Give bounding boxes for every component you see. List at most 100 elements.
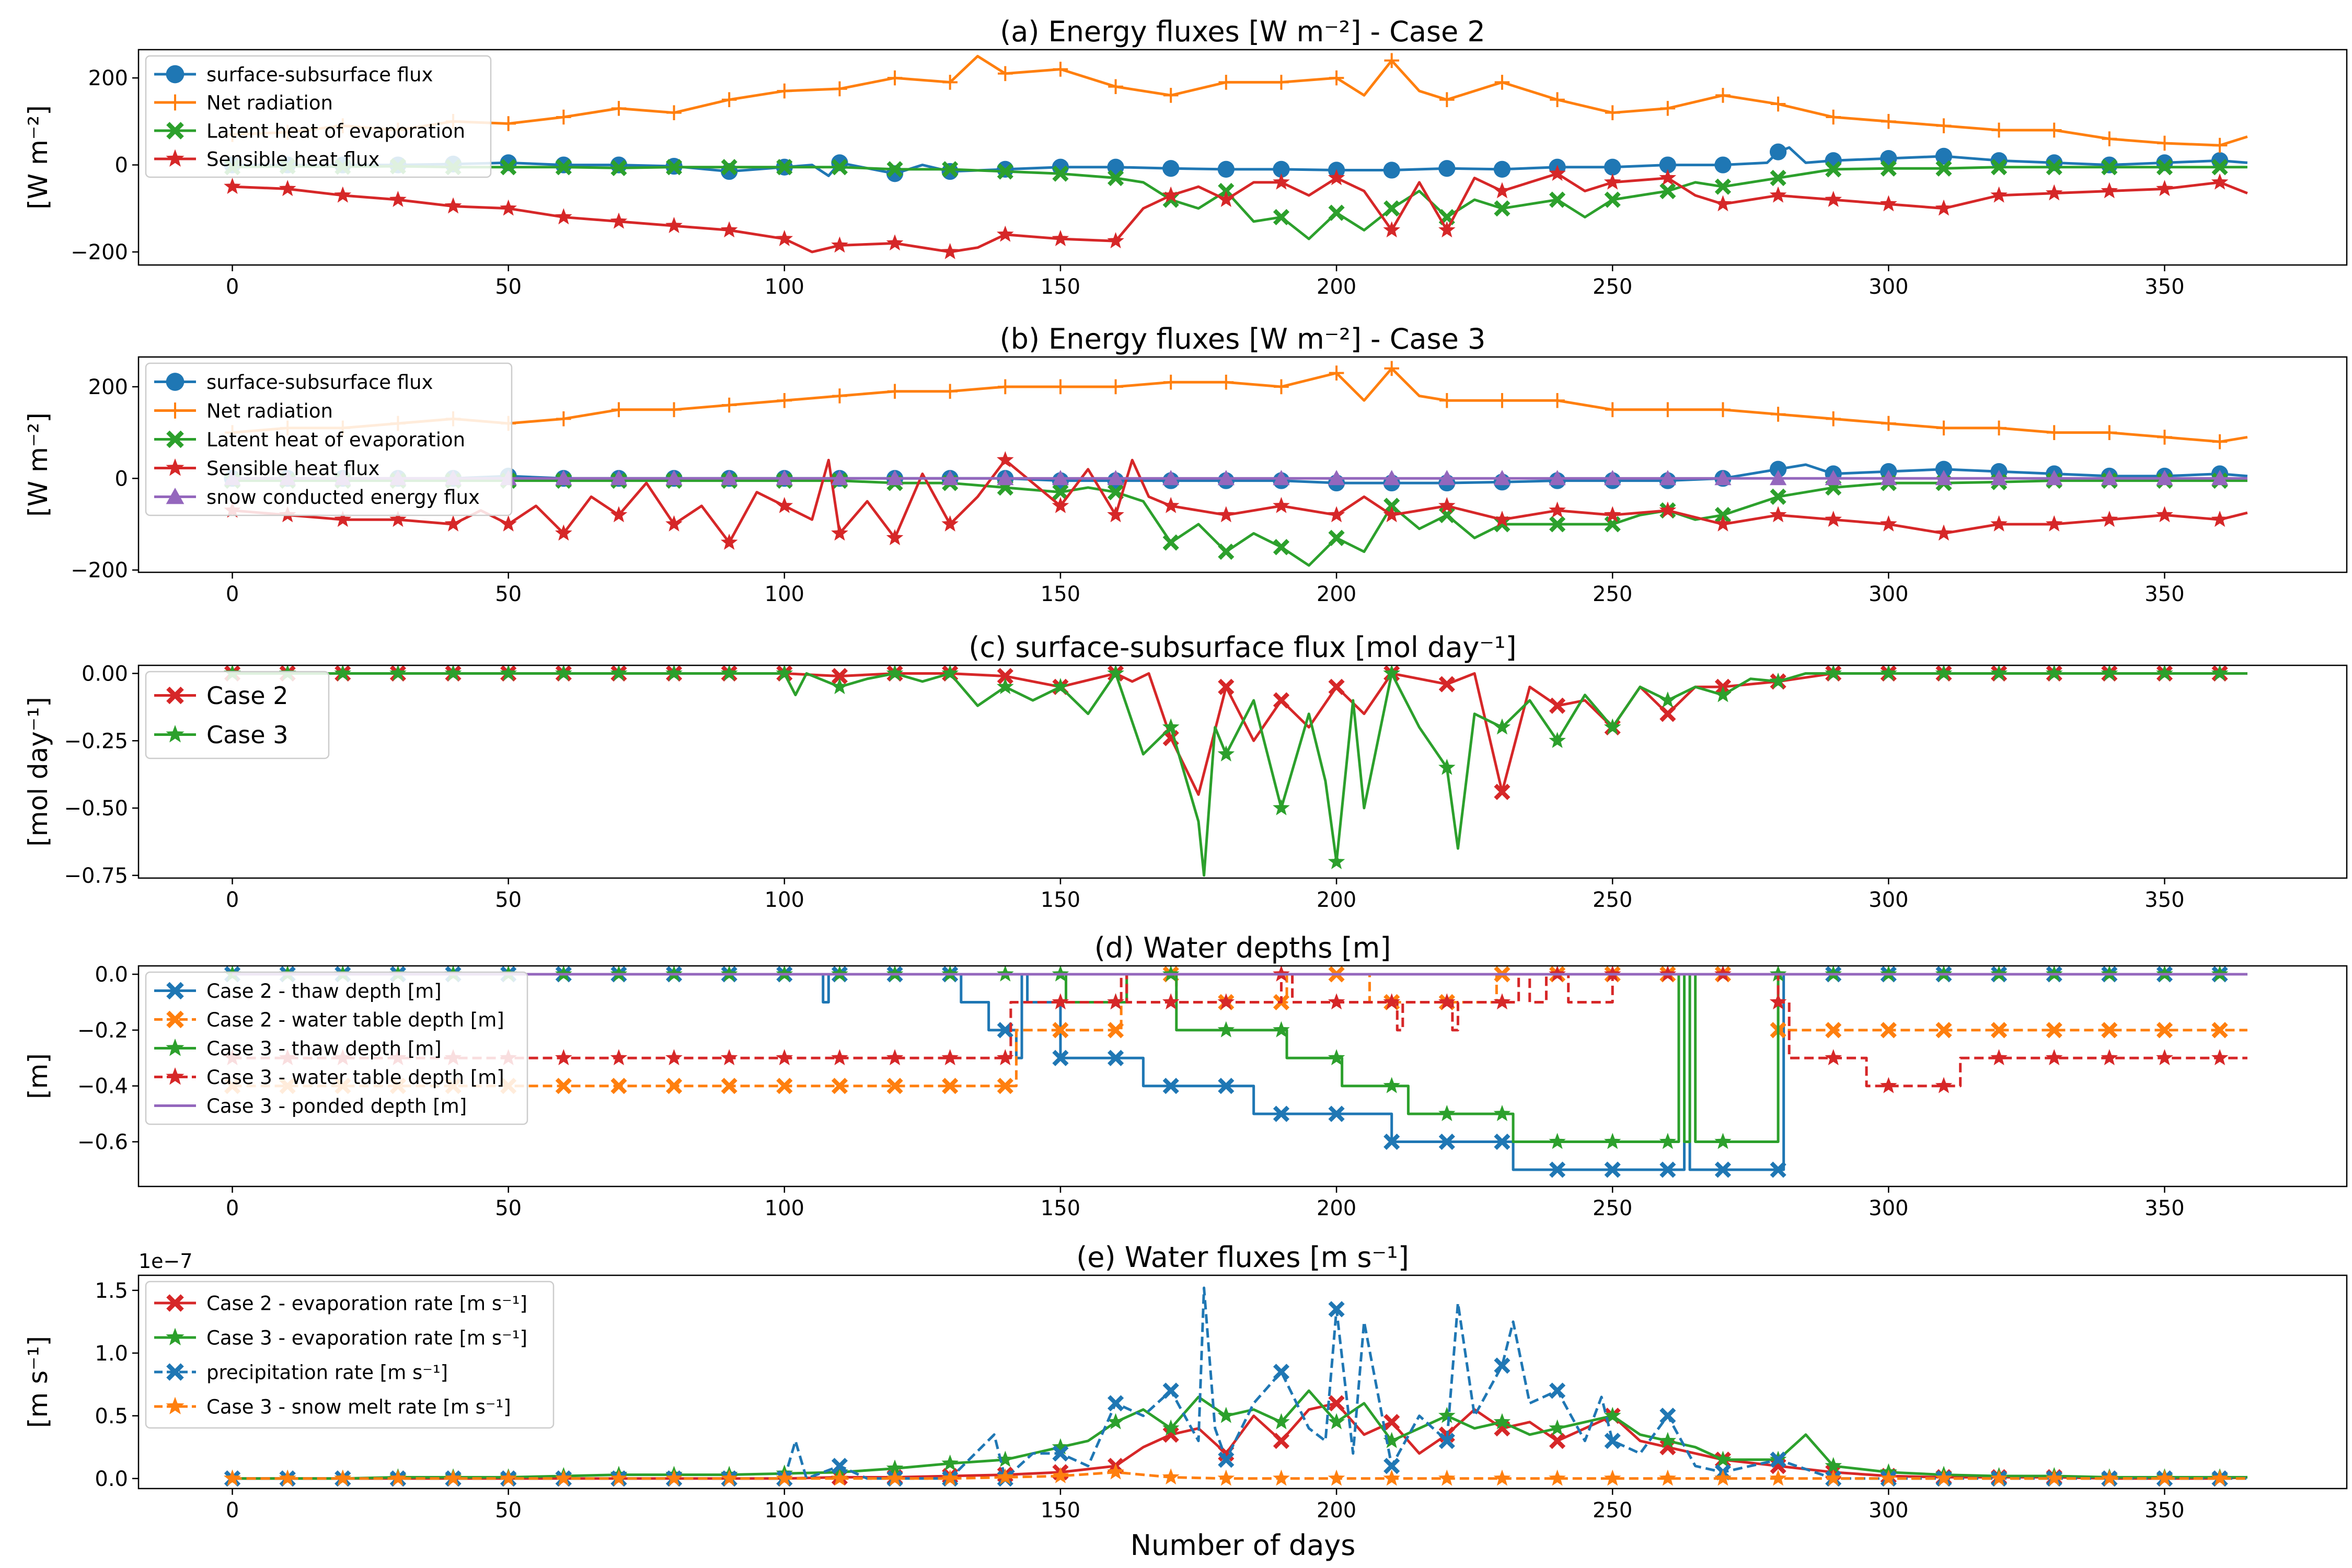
series-marker <box>1935 160 1952 177</box>
series-marker <box>1714 178 1732 195</box>
series-marker <box>1935 1469 1953 1486</box>
series-marker <box>2102 131 2117 146</box>
legend-marker <box>166 430 184 448</box>
series-marker <box>886 470 904 486</box>
series-marker <box>1604 1406 1621 1423</box>
series-marker <box>2211 511 2229 527</box>
series-marker <box>1880 515 1897 532</box>
series-marker <box>1493 1469 1511 1486</box>
series-marker <box>665 1469 683 1486</box>
series-marker <box>996 225 1014 242</box>
series-marker <box>997 1078 1013 1094</box>
series-marker <box>832 388 847 403</box>
series-marker <box>831 1078 848 1094</box>
x-tick-label: 300 <box>1869 275 1908 299</box>
y-tick-label: −0.4 <box>77 1075 128 1099</box>
series-marker <box>1769 1469 1787 1486</box>
legend-label: Latent heat of evaporation <box>206 429 465 451</box>
series-marker <box>1162 1426 1179 1443</box>
legend-frame <box>145 1281 555 1429</box>
legend-frame <box>145 671 330 759</box>
series-marker <box>777 393 792 408</box>
series-marker <box>1493 718 1511 735</box>
series-marker <box>1549 516 1566 533</box>
series-marker <box>1107 1050 1124 1066</box>
series-marker <box>1935 1077 1953 1093</box>
series-marker <box>1439 393 1455 408</box>
series-marker <box>610 159 627 176</box>
series-marker <box>1880 160 1897 177</box>
series-line-b-2 <box>232 479 2247 567</box>
series-marker <box>1990 186 2008 203</box>
series-marker <box>831 159 848 176</box>
series-marker <box>721 92 737 108</box>
x-tick-label: 350 <box>2145 1498 2184 1523</box>
series-marker <box>941 470 959 486</box>
series-marker <box>1217 1021 1235 1037</box>
series-marker <box>1549 501 1566 518</box>
series-marker <box>886 234 904 251</box>
series-marker <box>665 665 683 681</box>
series-marker <box>941 515 959 532</box>
series-marker <box>1438 497 1456 513</box>
y-tick-label: 0.5 <box>95 1404 128 1428</box>
series-marker <box>1990 1022 2008 1039</box>
series-marker <box>1328 506 1345 523</box>
series-marker <box>1162 470 1180 486</box>
series-marker <box>2102 425 2117 440</box>
legend: Case 2 - thaw depth [m] Case 2 - water ta… <box>145 971 528 1125</box>
series-marker <box>886 1469 904 1486</box>
series-marker <box>1107 1463 1124 1480</box>
series-marker <box>1604 1433 1621 1449</box>
series-line-e-2 <box>232 1286 2247 1480</box>
x-tick-label: 0 <box>226 582 239 606</box>
legend-marker <box>166 725 185 743</box>
legend-label: snow conducted energy flux <box>206 486 480 509</box>
axes-frame <box>137 356 2348 573</box>
series-marker <box>1107 1413 1124 1429</box>
series-marker <box>1218 1451 1235 1468</box>
series-marker <box>1162 160 1180 177</box>
series-marker <box>1549 1469 1566 1486</box>
series-marker <box>1107 993 1124 1010</box>
series-marker <box>665 159 683 176</box>
series-marker <box>1714 1450 1732 1467</box>
series-marker <box>1273 209 1290 226</box>
series-marker <box>1991 420 2007 436</box>
series-marker <box>1936 118 1952 133</box>
series-marker <box>2101 182 2118 199</box>
legend: Case 2 - evaporation rate [m s⁻¹] Case 3 … <box>145 1281 555 1429</box>
series-marker <box>1935 199 1953 216</box>
series-marker <box>2045 184 2063 201</box>
series-marker <box>1881 416 1896 431</box>
series-marker <box>389 665 407 681</box>
series-marker <box>721 397 737 413</box>
series-marker <box>1273 539 1290 556</box>
legend-label: Case 2 <box>206 682 288 710</box>
series-marker <box>1273 173 1290 190</box>
series-marker <box>1162 993 1180 1010</box>
series-marker <box>1383 506 1401 523</box>
series-marker <box>831 678 848 695</box>
legend-marker <box>166 149 185 167</box>
series-marker <box>1383 1432 1401 1448</box>
x-tick-label: 200 <box>1317 275 1356 299</box>
series-marker <box>720 221 738 238</box>
legend: Case 2 Case 3 <box>145 671 330 759</box>
series-marker <box>1935 1022 1952 1039</box>
legend-label: Case 3 - snow melt rate [m s⁻¹] <box>206 1396 511 1418</box>
series-marker <box>665 515 683 532</box>
series-marker <box>1217 1406 1235 1423</box>
axes-frame <box>137 664 2348 879</box>
series-marker <box>1549 1433 1566 1449</box>
series-marker <box>665 470 683 486</box>
series-marker <box>389 511 407 527</box>
series-marker <box>942 161 959 178</box>
legend-marker <box>166 458 185 476</box>
series-marker <box>1329 70 1344 86</box>
series-marker <box>1493 1413 1511 1429</box>
series-marker <box>444 515 462 532</box>
series-marker <box>1825 161 1842 178</box>
series-marker <box>1217 1469 1235 1486</box>
series-marker <box>1163 374 1179 390</box>
